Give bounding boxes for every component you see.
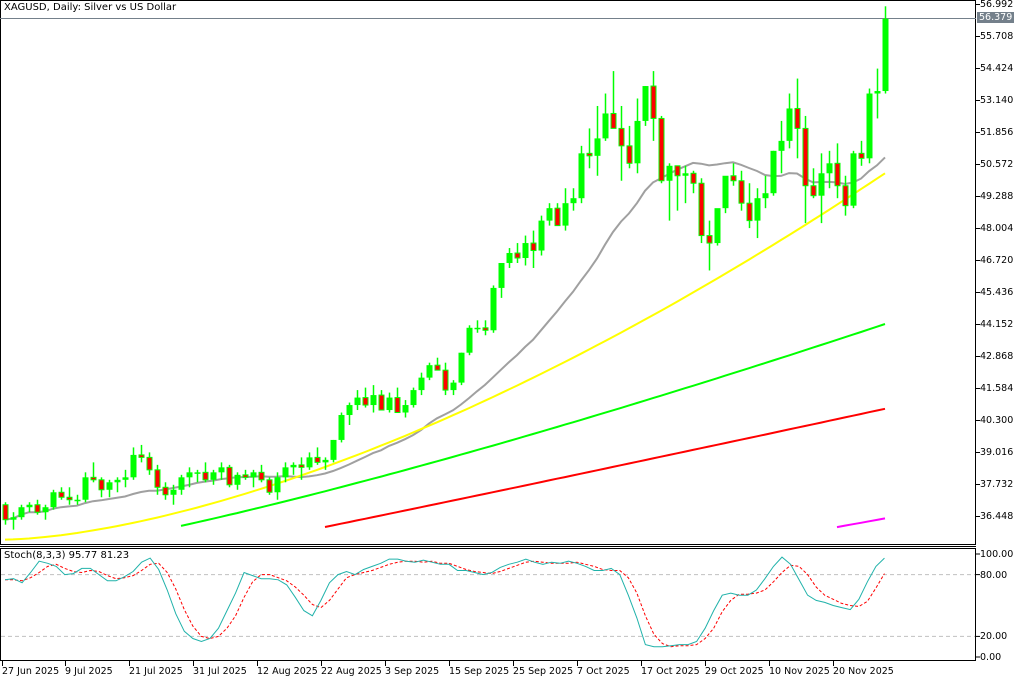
price-label: 46.720 [980,255,1014,266]
stoch-level-label: 100.00 [980,549,1014,560]
stochastic-label: Stoch(8,3,3) 95.77 81.23 [4,550,130,561]
date-label: 29 Oct 2025 [705,666,764,677]
stoch-level-label: 20.00 [980,631,1008,643]
price-label: 54.424 [980,63,1014,74]
date-label: 27 Jun 2025 [2,666,60,677]
price-label: 49.288 [980,191,1014,202]
chart-title: XAGUSD, Daily: Silver vs US Dollar [4,2,177,13]
price-label: 40.300 [980,415,1014,426]
stoch-level-label: 80.00 [980,569,1008,581]
price-label: 45.436 [980,287,1014,298]
date-label: 20 Nov 2025 [833,666,894,677]
date-label: 12 Aug 2025 [257,666,318,677]
date-label: 17 Oct 2025 [641,666,700,677]
date-label: 15 Sep 2025 [449,666,510,677]
price-label: 36.448 [980,511,1014,522]
current-price-tag: 56.379 [977,12,1014,23]
price-label: 42.868 [980,351,1014,362]
date-label: 25 Sep 2025 [513,666,574,677]
date-label: 21 Jul 2025 [129,666,183,677]
price-label: 44.152 [980,319,1014,330]
price-label: 50.572 [980,159,1014,170]
price-label: 53.140 [980,95,1014,106]
stoch-level-label: 0.00 [980,652,1002,663]
date-label: 9 Jul 2025 [65,666,113,677]
price-label: 39.016 [980,447,1014,458]
price-label: 55.708 [980,31,1014,42]
date-label: 22 Aug 2025 [321,666,382,677]
price-label: 51.856 [980,127,1014,138]
price-label: 48.004 [980,223,1014,234]
date-label: 3 Sep 2025 [385,666,440,677]
date-label: 31 Jul 2025 [193,666,247,677]
date-label: 10 Nov 2025 [769,666,830,677]
date-label: 7 Oct 2025 [577,666,630,677]
price-label: 41.584 [980,383,1014,394]
price-label: 56.992 [980,0,1014,10]
price-label: 37.732 [980,479,1014,490]
